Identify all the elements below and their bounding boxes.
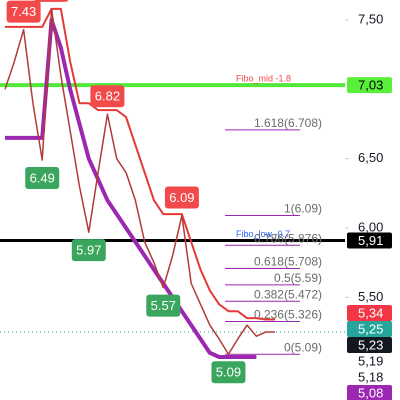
price-tag [347,305,392,321]
price-marker: 7.58 [34,0,69,2]
line-label: Fibo_mid -1.8 [236,74,291,84]
marker-label: 7.43 [11,4,36,19]
price-tag [347,369,392,385]
price-tag [347,337,392,353]
fib-label: 0.5(5.59) [274,271,322,285]
price-tag [347,77,392,94]
price-tag-label: 5,25 [358,321,383,336]
price-tag-label: 7,03 [358,78,383,93]
series-line [4,8,275,355]
marker-box [34,0,69,2]
price-tag [347,232,392,249]
price-tag-label: 5,19 [358,353,383,368]
marker-label: 5.57 [151,298,176,313]
price-marker: 5.97 [71,239,106,262]
marker-label: 6.49 [30,170,55,185]
fib-label: 0.382(5.472) [254,287,322,301]
fib-label: 1.618(6.708) [254,116,322,130]
price-tag [347,353,392,369]
price-tag [347,321,392,337]
marker-box [164,186,199,209]
price-tag-label: 5,08 [358,385,383,400]
marker-box [211,361,246,384]
marker-box [71,239,106,262]
price-tag-label: 5,34 [358,305,383,320]
marker-label: 5.97 [76,243,101,258]
price-tag [347,385,392,400]
y-tick-label: 7,50 [358,11,383,26]
marker-label: 5.09 [216,365,241,380]
price-tag-label: 5,23 [358,337,383,352]
price-marker: 6.09 [164,186,199,209]
marker-label: 6.09 [169,190,194,205]
price-marker: 5.57 [146,294,181,317]
series-line [5,7,275,321]
price-marker: 6.82 [90,85,125,108]
price-marker: 7.43 [6,0,41,23]
price-marker: 6.49 [25,167,60,190]
marker-box [25,167,60,190]
y-tick-label: 6,00 [358,219,383,234]
fib-label: 0.236(5.326) [254,308,322,322]
marker-label: 6.82 [95,89,120,104]
line-label: Fibo_low -0.7 [236,229,290,239]
price-marker: 5.09 [211,361,246,384]
marker-box [6,0,41,23]
fib-label: 0.618(5.708) [254,255,322,269]
price-tag-label: 5,91 [358,233,383,248]
price-tag-label: 5,18 [358,369,383,384]
fib-label: 1(6.09) [284,202,322,216]
fib-label: 0.786(5.876) [254,231,322,245]
marker-box [90,85,125,108]
y-tick-label: 6,50 [358,150,383,165]
marker-box [146,294,181,317]
y-tick-label: 5,50 [358,289,383,304]
fib-label: 0(5.09) [284,340,322,354]
